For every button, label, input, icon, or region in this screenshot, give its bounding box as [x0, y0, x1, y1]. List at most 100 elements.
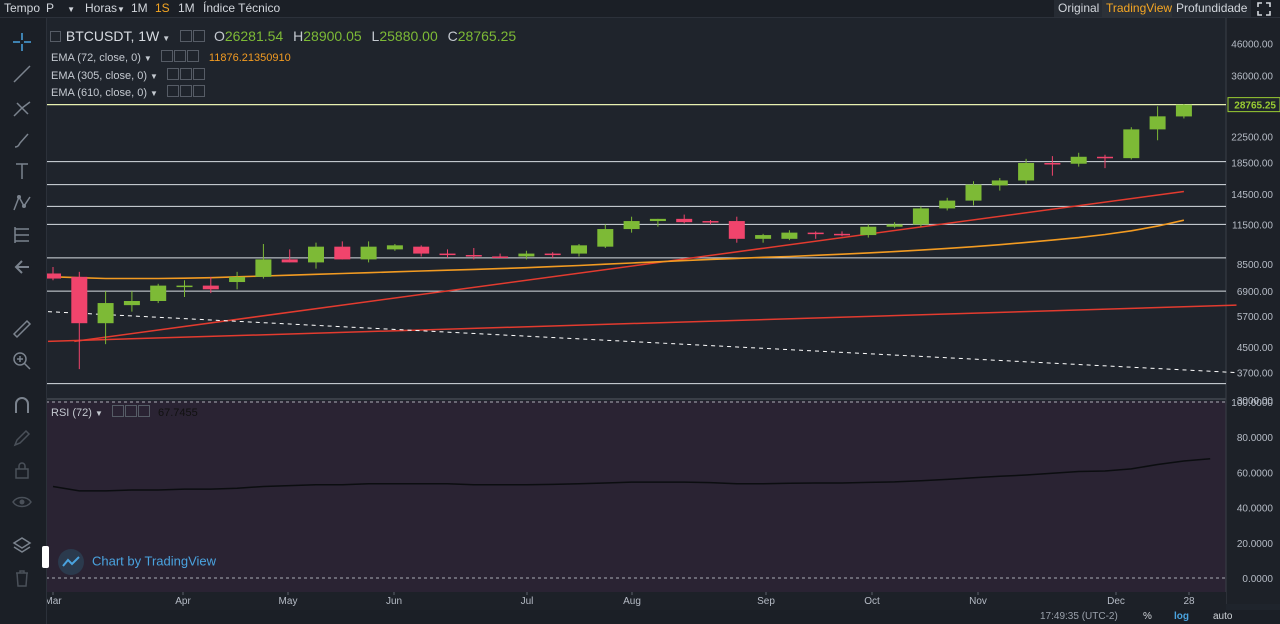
time-tick-label: Oct	[864, 596, 880, 607]
chevron-down-icon[interactable]: ▼	[143, 54, 152, 63]
auto-toggle[interactable]: auto	[1213, 611, 1233, 622]
eye-icon[interactable]	[11, 491, 33, 513]
candle-body	[991, 180, 1008, 186]
close-label: C	[447, 28, 458, 44]
hours-select[interactable]: Horas▼	[85, 0, 125, 17]
ema3-label[interactable]: EMA (610, close, 0)	[51, 87, 147, 99]
candle-body	[492, 256, 509, 258]
collapse-icon[interactable]	[50, 31, 61, 42]
pitchfork-icon[interactable]	[11, 97, 33, 119]
rsi-value: 67.7455	[158, 407, 198, 419]
crosshair-icon[interactable]	[11, 31, 33, 53]
view-tradingview-tab[interactable]: TradingView	[1102, 0, 1177, 17]
candle-body	[676, 218, 693, 223]
candle-body	[176, 285, 193, 288]
view-depth-tab[interactable]: Profundidade	[1172, 0, 1252, 17]
candle-body	[71, 276, 88, 324]
hours-label: Horas	[85, 1, 118, 15]
lock-icon[interactable]	[11, 459, 33, 481]
zoom-icon[interactable]	[11, 350, 33, 372]
ema2-label[interactable]: EMA (305, close, 0)	[51, 70, 147, 82]
tradingview-watermark[interactable]: Chart by TradingView	[58, 548, 217, 575]
price-tick-label: 36000.00	[1231, 71, 1273, 82]
fullscreen-icon[interactable]	[1257, 0, 1273, 17]
chevron-down-icon: ▼	[67, 5, 76, 14]
pencil-lock-icon[interactable]	[11, 427, 33, 449]
interval-1month-button[interactable]: 1M	[178, 1, 195, 15]
candle-body	[413, 246, 430, 254]
candle-body	[308, 246, 324, 263]
last-price-label: 28765.25	[1234, 101, 1276, 112]
log-toggle[interactable]: log	[1174, 611, 1189, 622]
candle-body	[1044, 163, 1061, 165]
back-arrow-icon[interactable]	[11, 256, 33, 278]
close-value: 28765.25	[457, 28, 517, 44]
time-tick-label: Mar	[44, 596, 62, 607]
interval-1s-button[interactable]: 1S	[155, 1, 170, 15]
chevron-down-icon[interactable]: ▼	[150, 72, 158, 81]
view-original-tab[interactable]: Original	[1054, 0, 1104, 17]
rsi-controls[interactable]	[111, 405, 151, 419]
selection-handle[interactable]	[42, 546, 49, 568]
trend-line	[47, 304, 1237, 343]
dashed-support-line	[47, 311, 1237, 374]
watermark-text: Chart by TradingView	[92, 553, 217, 569]
ema1-controls[interactable]	[160, 50, 200, 64]
candle-body	[886, 224, 903, 227]
candle-body	[807, 232, 824, 235]
ema3-controls[interactable]	[166, 85, 206, 99]
trash-icon[interactable]	[11, 567, 33, 589]
price-tick-label: 11500.00	[1232, 220, 1273, 231]
candle-body	[229, 276, 246, 283]
text-icon[interactable]	[11, 160, 33, 182]
ema1-label[interactable]: EMA (72, close, 0)	[51, 52, 141, 64]
chevron-down-icon[interactable]: ▼	[150, 89, 158, 98]
low-value: 25880.00	[379, 28, 438, 44]
price-tick-label: 3700.00	[1237, 369, 1274, 380]
percent-toggle[interactable]: %	[1143, 611, 1152, 622]
high-value: 28900.05	[303, 28, 362, 44]
candle-body	[386, 245, 403, 250]
chevron-down-icon[interactable]: ▼	[162, 34, 171, 43]
candle-body	[150, 285, 167, 301]
low-label: L	[371, 28, 380, 44]
ema1-legend: EMA (72, close, 0) ▼ 11876.21350910	[51, 50, 291, 64]
rsi-pane-bg	[46, 401, 1226, 602]
rsi-label[interactable]: RSI (72)	[51, 407, 92, 419]
pattern-icon[interactable]	[11, 192, 33, 214]
ema-line	[52, 219, 1185, 280]
candle-body	[97, 303, 114, 324]
time-tick-label: Dec	[1107, 596, 1125, 607]
candle-body	[439, 253, 456, 256]
candle-body	[912, 208, 929, 225]
candle-body	[1070, 156, 1087, 164]
footer-time: 17:49:35 (UTC-2)	[1040, 611, 1118, 622]
interval-1m-button[interactable]: 1M	[131, 1, 148, 15]
candle-body	[597, 229, 614, 247]
symbol-label[interactable]: BTCUSDT, 1W	[65, 28, 160, 44]
open-label: O	[213, 28, 225, 44]
price-pane-bg	[46, 17, 1226, 398]
chevron-down-icon[interactable]: ▼	[94, 409, 103, 418]
fib-icon[interactable]	[11, 224, 33, 246]
candle-body	[334, 246, 351, 260]
period-value: P	[46, 1, 54, 15]
layers-icon[interactable]	[11, 535, 33, 557]
price-tick-label: 14500.00	[1231, 190, 1273, 201]
candle-body	[834, 233, 850, 236]
price-tick-label: 8500.00	[1237, 260, 1274, 271]
ema2-controls[interactable]	[166, 68, 206, 82]
time-tick-label: 28	[1183, 596, 1195, 607]
time-tick-label: Nov	[969, 596, 987, 607]
candle-body	[255, 259, 272, 277]
period-select[interactable]: P ▼	[46, 0, 75, 17]
legend-settings-icons[interactable]	[180, 28, 206, 44]
trend-line-icon[interactable]	[11, 63, 33, 85]
magnet-icon[interactable]	[11, 394, 33, 416]
brush-icon[interactable]	[11, 129, 33, 151]
ruler-icon[interactable]	[11, 318, 33, 340]
indicators-button[interactable]: Índice Técnico	[203, 1, 281, 15]
ema3-legend: EMA (610, close, 0) ▼	[51, 85, 206, 99]
rsi-tick-label: 60.0000	[1237, 468, 1274, 479]
